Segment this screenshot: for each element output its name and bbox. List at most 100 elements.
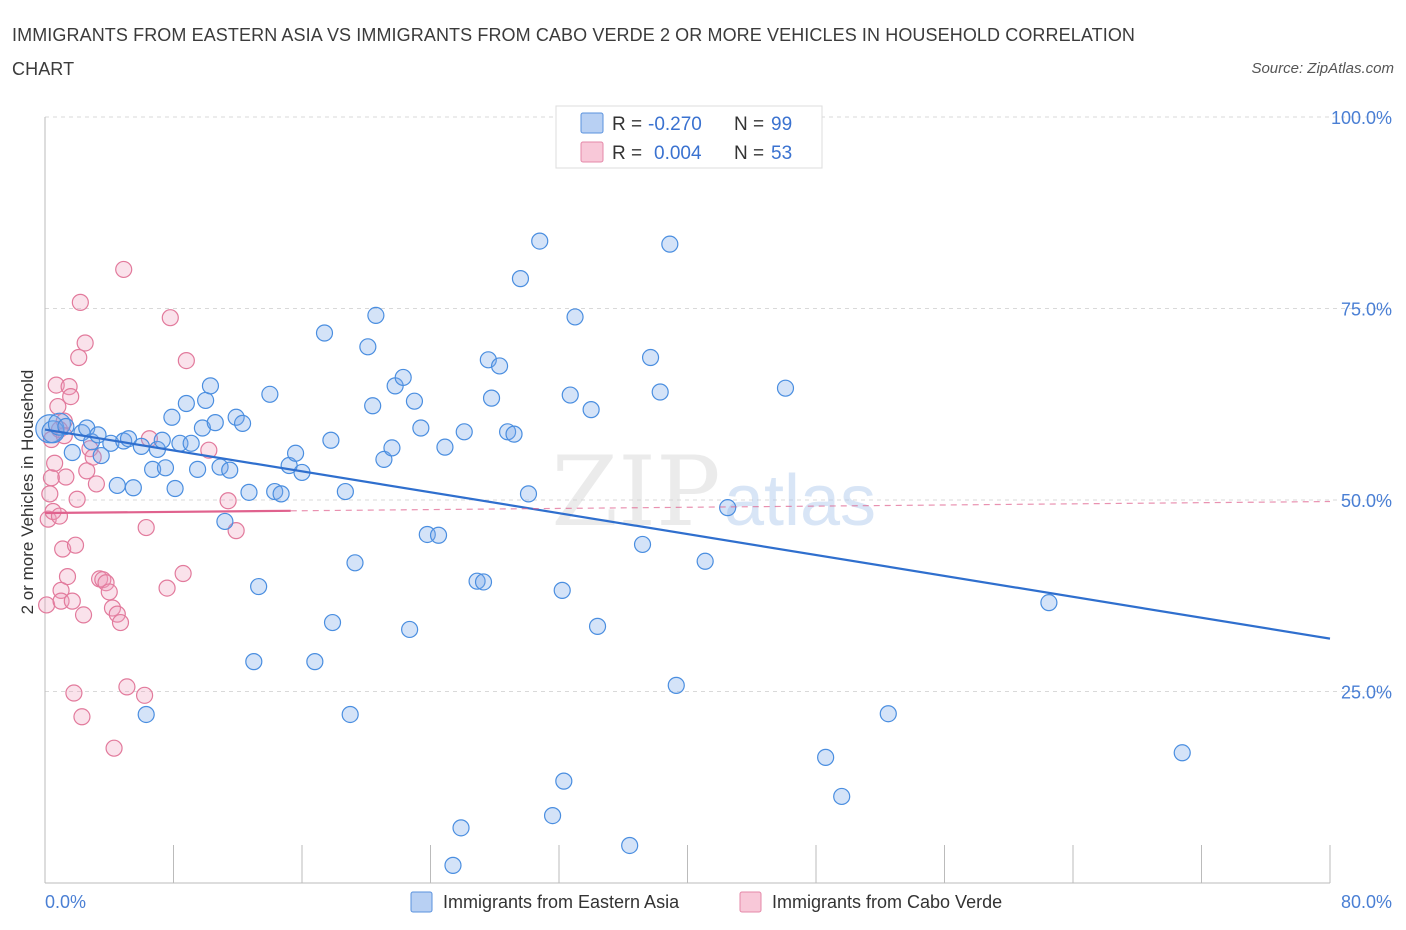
- eastern-asia-point: [490, 357, 509, 375]
- cabo-verde-point: [161, 309, 179, 327]
- eastern-asia-point: [482, 389, 501, 407]
- cabo-verde-point: [71, 293, 89, 311]
- eastern-asia-point: [108, 476, 126, 495]
- cabo-verde-point: [76, 334, 94, 352]
- eastern-asia-point: [879, 705, 897, 723]
- cabo-verde-point: [63, 592, 81, 610]
- cabo-verde-point: [46, 454, 64, 472]
- eastern-asia-point: [315, 324, 334, 342]
- eastern-asia-point: [367, 306, 385, 324]
- series-legend: Immigrants from Eastern Asia Immigrants …: [410, 891, 1002, 913]
- eastern-asia-point: [776, 379, 795, 397]
- stats-r-value-blue: -0.270: [648, 114, 702, 135]
- cabo-verde-point: [58, 567, 77, 586]
- stats-n-value-pink: 53: [771, 143, 792, 164]
- cabo-verde-point: [137, 518, 155, 537]
- cabo-verde-point: [47, 376, 65, 394]
- eastern-asia-point: [153, 431, 171, 449]
- cabo-verde-point: [74, 606, 93, 624]
- cabo-verde-point: [73, 708, 91, 726]
- x-tick-label-max: 80.0%: [1341, 892, 1392, 912]
- eastern-asia-point: [468, 572, 486, 590]
- eastern-asia-point: [667, 676, 685, 694]
- cabo-verde-point: [100, 583, 118, 601]
- eastern-asia-point: [401, 620, 419, 639]
- eastern-asia-point: [92, 446, 110, 465]
- chart-title: IMMIGRANTS FROM EASTERN ASIA VS IMMIGRAN…: [12, 25, 1136, 79]
- cabo-verde-point: [118, 678, 136, 696]
- eastern-asia-point: [216, 512, 234, 531]
- eastern-asia-point: [817, 748, 835, 766]
- stats-r-value-pink: 0.004: [654, 143, 702, 164]
- legend-swatch-cabo-verde: [739, 891, 762, 913]
- eastern-asia-point: [566, 308, 584, 326]
- eastern-asia-point: [272, 485, 290, 503]
- y-tick-label: 75.0%: [1341, 300, 1392, 320]
- eastern-asia-point: [206, 414, 224, 432]
- cabo-verde-point: [42, 469, 61, 487]
- cabo-verde-point: [227, 522, 245, 540]
- eastern-asia-point: [323, 613, 342, 632]
- cabo-verde-point: [87, 475, 106, 493]
- eastern-asia-point: [124, 479, 142, 497]
- eastern-asia-point: [364, 397, 382, 415]
- y-axis-label: 2 or more Vehicles in Household: [18, 370, 37, 615]
- x-tick-label-min: 0.0%: [45, 892, 86, 912]
- cabo-verde-point: [50, 507, 69, 525]
- eastern-asia-point: [1040, 594, 1058, 612]
- eastern-asia-point: [306, 653, 324, 671]
- eastern-asia-point: [505, 425, 523, 443]
- eastern-asia-point: [455, 423, 473, 441]
- legend-label-eastern-asia: Immigrants from Eastern Asia: [443, 892, 680, 912]
- eastern-asia-point: [221, 461, 239, 479]
- eastern-asia-point: [63, 443, 81, 462]
- eastern-asia-point: [227, 408, 245, 426]
- cabo-verde-point: [78, 462, 96, 480]
- eastern-asia-point: [383, 439, 401, 457]
- stats-n-label-pink: N =: [734, 143, 764, 164]
- cabo-verde-trend-line: [44, 509, 291, 515]
- stats-swatch-pink: [580, 141, 604, 163]
- eastern-asia-point: [261, 385, 279, 403]
- cabo-verde-point: [65, 684, 83, 702]
- watermark: ZIP atlas: [551, 436, 876, 548]
- eastern-asia-point: [555, 772, 573, 790]
- cabo-verde-point: [62, 387, 80, 406]
- eastern-asia-point: [553, 581, 571, 599]
- cabo-verde-point: [105, 739, 123, 757]
- stats-legend: R = -0.270 N = 99 R = 0.004 N = 53: [555, 105, 823, 169]
- eastern-asia-point: [188, 460, 207, 478]
- stats-swatch-blue: [580, 112, 604, 134]
- cabo-verde-point: [70, 348, 88, 367]
- eastern-asia-point: [561, 386, 579, 404]
- cabo-verde-point: [200, 441, 218, 459]
- cabo-verde-point: [38, 596, 56, 614]
- eastern-asia-point: [696, 552, 714, 570]
- eastern-asia-point: [341, 705, 359, 724]
- cabo-verde-point: [177, 351, 195, 370]
- eastern-asia-point: [412, 419, 430, 437]
- eastern-asia-point: [193, 419, 212, 437]
- eastern-asia-point: [346, 554, 364, 572]
- x-tick-labels: 0.0% 80.0%: [45, 892, 1392, 912]
- source-credit: Source: ZipAtlas.com: [1251, 60, 1394, 77]
- eastern-asia-point: [641, 348, 660, 367]
- eastern-asia-point: [144, 460, 162, 478]
- watermark-atlas: atlas: [724, 461, 876, 541]
- eastern-asia-point: [651, 383, 669, 401]
- stats-n-value-blue: 99: [771, 114, 792, 135]
- eastern-asia-point: [245, 653, 263, 671]
- eastern-asia-point: [177, 394, 195, 413]
- cabo-verde-point: [49, 397, 67, 416]
- eastern-asia-point: [588, 617, 607, 635]
- watermark-zip: ZIP: [551, 436, 720, 548]
- eastern-asia-point: [405, 392, 424, 410]
- eastern-asia-point: [322, 431, 340, 449]
- eastern-asia-point: [197, 391, 215, 410]
- cabo-verde-trend-line-extension: [290, 500, 1331, 512]
- eastern-asia-point: [57, 417, 75, 436]
- stats-r-label-pink: R =: [612, 143, 642, 164]
- eastern-asia-point: [582, 401, 600, 419]
- cabo-verde-point: [174, 564, 192, 583]
- series-cabo-verde-points: [38, 260, 245, 757]
